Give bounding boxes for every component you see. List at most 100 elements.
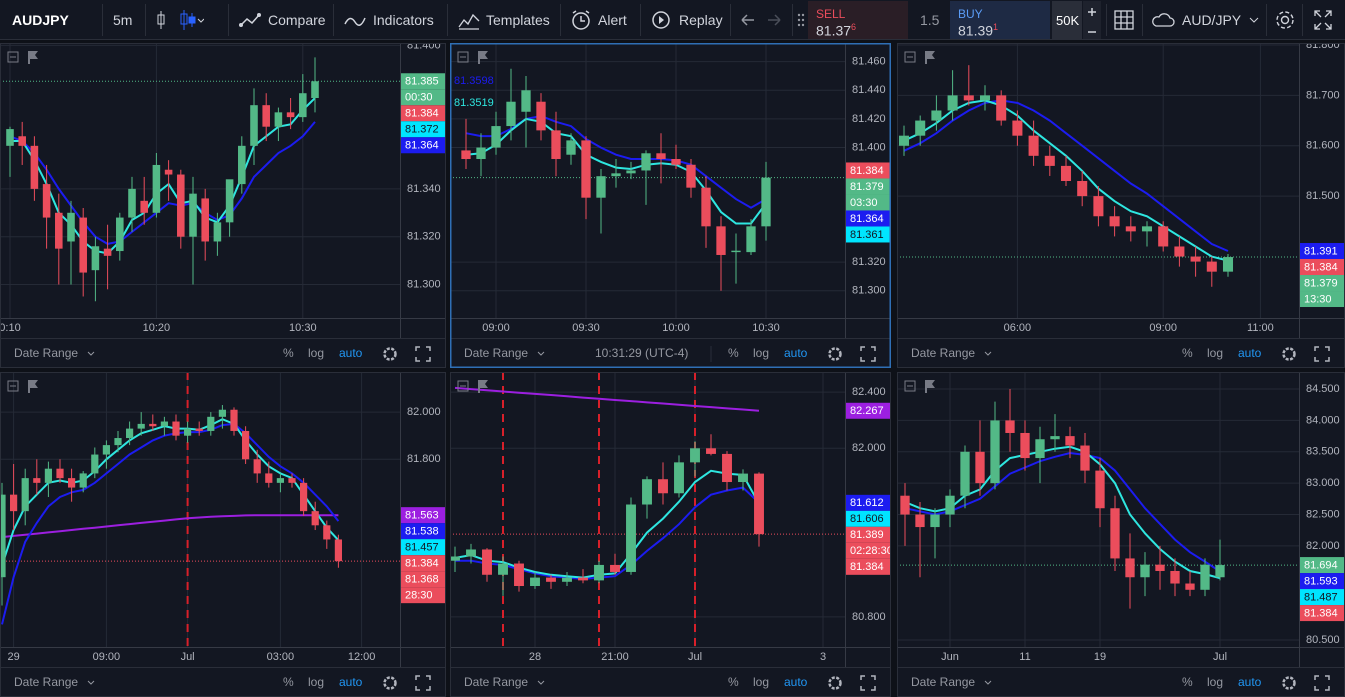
log-toggle[interactable]: log [753,675,769,689]
layout-icon[interactable] [1113,9,1135,31]
settings-icon[interactable] [383,676,397,690]
sell-price-main: 81.37 [816,22,852,39]
price-tag-label: 81.487 [1304,591,1338,603]
flag-icon[interactable] [28,51,38,64]
collapse-icon[interactable] [7,380,19,392]
compare-button[interactable]: Compare [268,12,326,28]
percent-toggle[interactable]: % [1182,346,1193,360]
percent-toggle[interactable]: % [283,346,294,360]
log-toggle[interactable]: log [1207,346,1223,360]
date-range-chevron[interactable] [537,351,545,356]
fullscreen-icon[interactable] [1314,346,1330,362]
quantity-stepper[interactable] [1083,1,1101,39]
chevron[interactable] [1248,9,1260,31]
auto-toggle[interactable]: auto [784,675,808,689]
date-range-chevron[interactable] [87,351,95,356]
candle-body [300,482,308,512]
candle-body [1155,564,1165,571]
undo-redo-icons[interactable] [738,9,784,31]
log-toggle[interactable]: log [308,675,324,689]
candle-body [536,101,546,131]
drag-handle[interactable] [797,9,805,31]
date-range[interactable]: Date Range [911,346,975,360]
flag-icon[interactable] [28,380,38,393]
candle-body [581,140,591,198]
candle-body [466,549,476,557]
settings-icon[interactable] [1282,347,1296,361]
layout-name[interactable]: AUD/JPY [1182,12,1242,28]
chart-pane: 81.3598 81.3519 81.300 81.320 81.400 81.420 81… [450,43,891,368]
collapse-icon[interactable] [7,51,19,63]
indicators-button[interactable]: Indicators [373,12,434,28]
percent-toggle[interactable]: % [1182,675,1193,689]
auto-toggle[interactable]: auto [1238,675,1262,689]
settings-icon[interactable] [828,676,842,690]
auto-toggle[interactable]: auto [784,346,808,360]
date-range-chevron[interactable] [87,680,95,685]
candle-body [218,409,226,417]
cloud-icon[interactable] [1150,9,1176,31]
date-range[interactable]: Date Range [464,675,528,689]
collapse-icon[interactable] [457,51,469,63]
replay-icon[interactable] [650,9,672,31]
candle-body [55,212,63,249]
settings-icon[interactable] [1282,676,1296,690]
candle-body [1005,420,1015,433]
interval[interactable]: 5m [113,12,133,28]
replay-button[interactable]: Replay [679,12,723,28]
date-range[interactable]: Date Range [14,346,78,360]
fullscreen-icon[interactable] [1313,9,1333,31]
plot-area [450,372,845,647]
auto-toggle[interactable]: auto [339,675,363,689]
percent-toggle[interactable]: % [283,675,294,689]
fullscreen-icon[interactable] [1314,675,1330,691]
flag-icon[interactable] [478,380,488,393]
flag-icon[interactable] [925,380,935,393]
x-tick-label: 19 [1094,651,1106,663]
flag-icon[interactable] [478,51,488,64]
log-toggle[interactable]: log [308,346,324,360]
fullscreen-icon[interactable] [415,675,431,691]
date-range[interactable]: Date Range [464,346,528,360]
settings-icon[interactable] [383,347,397,361]
chart-style-icon[interactable] [156,9,204,31]
date-range-chevron[interactable] [537,680,545,685]
date-range[interactable]: Date Range [911,675,975,689]
candle-body [152,164,161,213]
fullscreen-icon[interactable] [860,346,876,362]
log-toggle[interactable]: log [1207,675,1223,689]
auto-toggle[interactable]: auto [1238,346,1262,360]
date-range-chevron[interactable] [984,351,992,356]
separator [228,4,229,36]
alert-button[interactable]: Alert [598,12,627,28]
percent-toggle[interactable]: % [728,346,739,360]
templates-button[interactable]: Templates [486,12,550,28]
candle-body [996,95,1007,121]
price-tag [401,571,446,588]
auto-toggle[interactable]: auto [339,346,363,360]
settings-icon[interactable] [828,347,842,361]
alert-icon[interactable] [570,9,592,31]
collapse-icon[interactable] [904,51,916,63]
sell-button[interactable]: SELL 81.376 [808,1,908,39]
candle-body [578,577,588,581]
symbol[interactable]: AUDJPY [12,12,69,28]
templates-icon[interactable] [457,9,481,31]
date-range[interactable]: Date Range [14,675,78,689]
compare-icon[interactable] [238,9,262,31]
settings-icon[interactable] [1274,9,1296,31]
flag-icon[interactable] [925,51,935,64]
quantity-box[interactable]: 50K [1052,1,1082,39]
fullscreen-icon[interactable] [415,346,431,362]
collapse-icon[interactable] [904,380,916,392]
collapse-icon[interactable] [457,380,469,392]
log-toggle[interactable]: log [753,346,769,360]
indicators-icon[interactable] [343,9,367,31]
candle-body [102,445,110,455]
percent-toggle[interactable]: % [728,675,739,689]
candle-body [506,101,516,127]
fullscreen-icon[interactable] [860,675,876,691]
buy-button[interactable]: BUY 81.391 [950,1,1050,39]
date-range-chevron[interactable] [984,680,992,685]
separator [1106,4,1107,36]
